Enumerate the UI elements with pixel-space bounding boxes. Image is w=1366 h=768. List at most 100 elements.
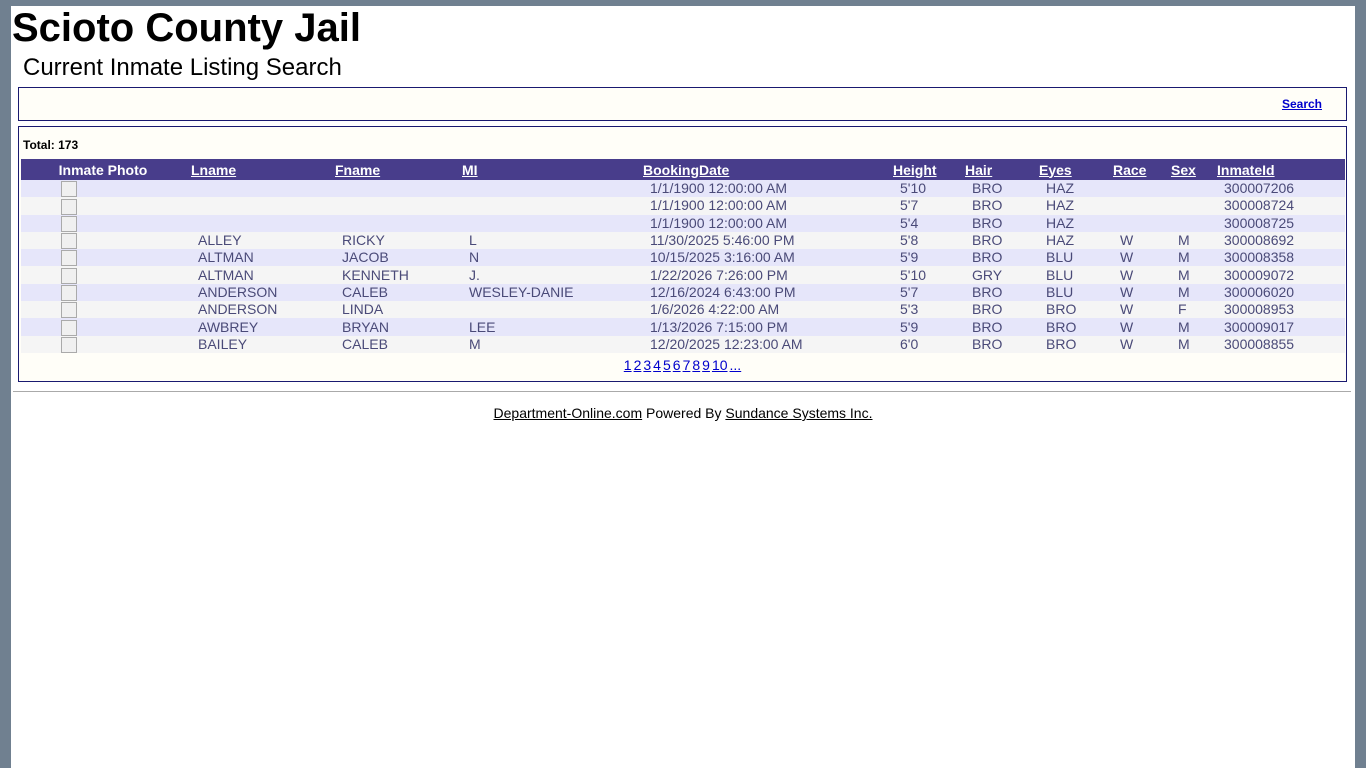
sort-link[interactable]: Sex (1171, 161, 1196, 178)
sort-link[interactable]: Hair (965, 161, 993, 178)
table-cell: 6'0 (887, 335, 959, 353)
broken-photo (61, 181, 77, 198)
table-cell: BLU (1033, 283, 1107, 302)
page-link[interactable]: 4 (653, 357, 661, 373)
table-cell: BRO (959, 301, 1033, 319)
table-cell: M (1165, 231, 1211, 250)
broken-photo (61, 215, 77, 232)
search-panel: Search (18, 87, 1347, 121)
page-link[interactable]: 2 (633, 357, 642, 373)
page-link[interactable]: 1 (623, 357, 632, 373)
table-row: AWBREY BRYAN LEE 1/13/2026 7:15:00 PM 5'9 BRO… (21, 318, 1345, 336)
page-link[interactable]: 8 (692, 357, 701, 373)
sort-link[interactable]: Height (893, 161, 937, 178)
divider (13, 391, 1351, 392)
table-cell: BRO (959, 335, 1033, 353)
column-header-cell: Lname (185, 159, 329, 180)
table-cell: ALTMAN (185, 249, 329, 267)
sort-link[interactable]: Fname (335, 161, 381, 178)
table-cell: BRO (1033, 335, 1107, 353)
table-cell: 300008855 (1211, 335, 1345, 353)
broken-photo (61, 302, 77, 319)
sort-link[interactable]: Lname (191, 161, 237, 178)
table-cell: WESLEY-DANIE (456, 283, 637, 302)
table-cell: W (1107, 283, 1165, 302)
table-cell: BRO (959, 197, 1033, 215)
table-cell: BRO (959, 231, 1033, 250)
table-cell: 1/1/1900 12:00:00 AM (637, 197, 887, 215)
table-cell: M (1165, 266, 1211, 284)
header-row: Inmate Photo Lname Fname MI BookingDate Heigh… (21, 159, 1345, 180)
broken-photo (61, 267, 77, 284)
footer-link[interactable]: Sundance Systems Inc. (725, 405, 873, 421)
table-row: 1/1/1900 12:00:00 AM 5'7 BRO HAZ 300008724 (21, 197, 1345, 215)
table-cell (329, 180, 456, 198)
sort-link[interactable]: BookingDate (643, 161, 730, 178)
page-link[interactable]: 6 (672, 357, 681, 373)
page-link[interactable]: 3 (643, 357, 652, 373)
photo-cell (21, 214, 185, 232)
table-cell (329, 197, 456, 215)
table-cell: M (1165, 335, 1211, 353)
table-cell: 300007206 (1211, 180, 1345, 198)
table-cell: 5'3 (887, 301, 959, 319)
table-cell: 1/6/2026 4:22:00 AM (637, 301, 887, 319)
table-cell: W (1107, 301, 1165, 319)
sort-link[interactable]: Race (1113, 161, 1147, 178)
table-cell: W (1107, 318, 1165, 336)
sort-link[interactable]: Eyes (1039, 161, 1072, 178)
table-cell: ANDERSON (185, 283, 329, 302)
table-cell: W (1107, 335, 1165, 353)
table-cell: 300008358 (1211, 249, 1345, 267)
table-cell: LINDA (329, 301, 456, 319)
sort-link[interactable]: MI (462, 161, 478, 178)
table-cell: N (456, 249, 637, 267)
footer: Department-Online.com Powered By Sundanc… (11, 405, 1355, 421)
page-link[interactable]: 5 (662, 357, 671, 373)
table-cell: HAZ (1033, 231, 1107, 250)
table-cell: 5'10 (887, 266, 959, 284)
table-cell: 300008725 (1211, 214, 1345, 232)
page-link[interactable]: ... (729, 357, 742, 373)
photo-cell (21, 231, 185, 250)
footer-link[interactable]: Department-Online.com (493, 405, 643, 421)
table-cell: 300008724 (1211, 197, 1345, 215)
total-value: 173 (58, 138, 79, 152)
column-header-cell: Eyes (1033, 159, 1107, 180)
table-row: ANDERSON LINDA 1/6/2026 4:22:00 AM 5'3 BRO BR… (21, 301, 1345, 319)
table-cell: 1/22/2026 7:26:00 PM (637, 266, 887, 284)
page-subtitle: Current Inmate Listing Search (23, 54, 342, 81)
table-cell: M (1165, 283, 1211, 302)
page-link[interactable]: 10 (711, 357, 728, 373)
table-cell: 300008692 (1211, 231, 1345, 250)
search-link[interactable]: Search (1281, 97, 1322, 111)
table-cell: M (1165, 249, 1211, 267)
table-cell: 12/16/2024 6:43:00 PM (637, 283, 887, 302)
table-cell: J. (456, 266, 637, 284)
table-cell: BRO (1033, 318, 1107, 336)
table-row: ALTMAN KENNETH J. 1/22/2026 7:26:00 PM 5'10 G… (21, 266, 1345, 284)
sort-link[interactable]: InmateId (1217, 161, 1275, 178)
table-cell: 11/30/2025 5:46:00 PM (637, 231, 887, 250)
table-cell: CALEB (329, 283, 456, 302)
page-link[interactable]: 7 (682, 357, 691, 373)
table-cell: 5'7 (887, 197, 959, 215)
table-cell (1165, 180, 1211, 198)
table-cell: F (1165, 301, 1211, 319)
table-row: 1/1/1900 12:00:00 AM 5'4 BRO HAZ 300008725 (21, 214, 1345, 232)
table-cell: 1/13/2026 7:15:00 PM (637, 318, 887, 336)
table-cell: KENNETH (329, 266, 456, 284)
inmate-table: Inmate Photo Lname Fname MI BookingDate Heigh… (21, 159, 1345, 353)
table-cell: AWBREY (185, 318, 329, 336)
table-cell (185, 180, 329, 198)
table-cell (456, 214, 637, 232)
table-cell: 5'10 (887, 180, 959, 198)
table-cell (456, 301, 637, 319)
column-header-cell: Sex (1165, 159, 1211, 180)
page-link[interactable]: 9 (702, 357, 710, 373)
table-cell: W (1107, 249, 1165, 267)
column-header: Inmate Photo (21, 159, 185, 180)
photo-cell (21, 266, 185, 284)
